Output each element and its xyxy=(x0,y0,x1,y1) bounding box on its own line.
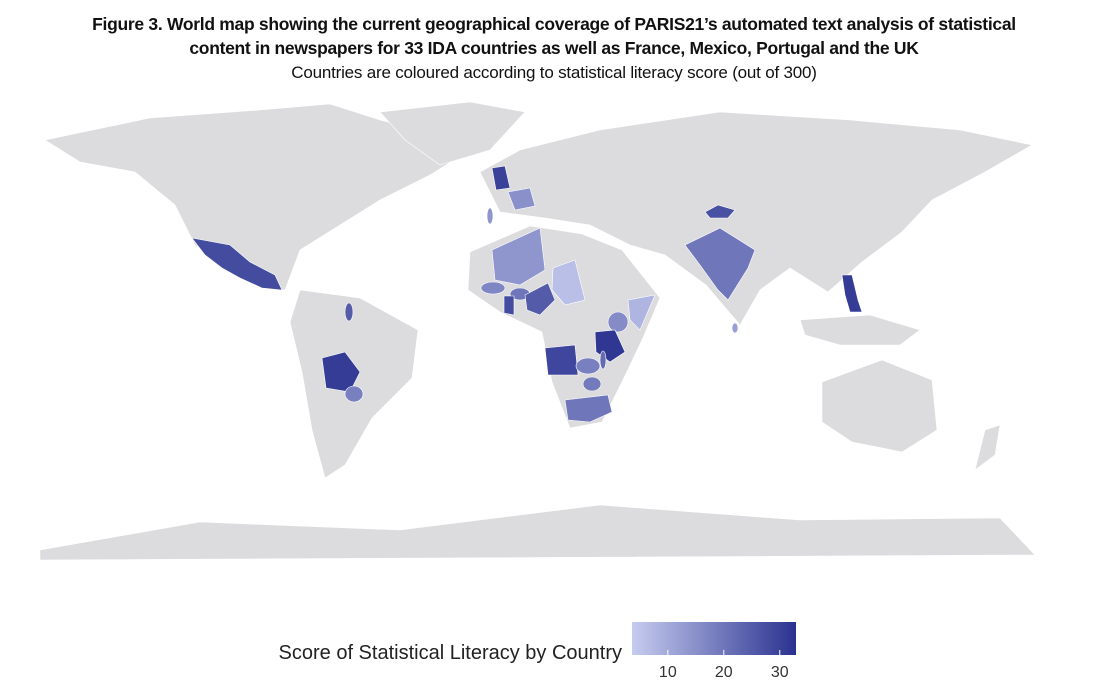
country xyxy=(491,165,511,191)
country xyxy=(524,282,556,316)
title-line: Figure 3. World map showing the current … xyxy=(92,14,1016,34)
tick-label: 30 xyxy=(771,664,789,681)
title-line: content in newspapers for 33 IDA countri… xyxy=(189,38,919,58)
country xyxy=(582,376,602,392)
country xyxy=(321,351,361,393)
subtitle: Countries are coloured according to stat… xyxy=(291,63,817,82)
greenland xyxy=(379,101,526,166)
country xyxy=(507,187,536,211)
country xyxy=(731,322,739,334)
country xyxy=(344,385,364,403)
country xyxy=(191,237,283,291)
tick-label: 10 xyxy=(659,664,677,681)
country xyxy=(491,227,546,286)
country xyxy=(486,207,494,225)
new-zealand xyxy=(974,424,1001,471)
colorbar-ticks: 10 20 30 xyxy=(659,650,789,681)
land xyxy=(39,101,1036,561)
country xyxy=(503,295,515,316)
australia xyxy=(821,359,938,453)
covered-countries xyxy=(191,165,863,423)
country xyxy=(564,394,613,423)
tick-label: 20 xyxy=(715,664,733,681)
country xyxy=(344,302,354,322)
country xyxy=(684,227,756,301)
country xyxy=(480,281,506,295)
country xyxy=(841,274,863,313)
country xyxy=(627,294,656,331)
country xyxy=(599,350,607,370)
country xyxy=(551,259,586,306)
colorbar xyxy=(632,622,796,655)
antarctica xyxy=(39,504,1036,561)
country xyxy=(607,311,629,333)
legend-title: Score of Statistical Literacy by Country xyxy=(279,642,622,664)
north-america xyxy=(44,103,471,291)
country xyxy=(704,204,736,219)
country xyxy=(575,357,601,375)
se-asia-islands xyxy=(799,314,921,346)
country xyxy=(544,344,579,376)
